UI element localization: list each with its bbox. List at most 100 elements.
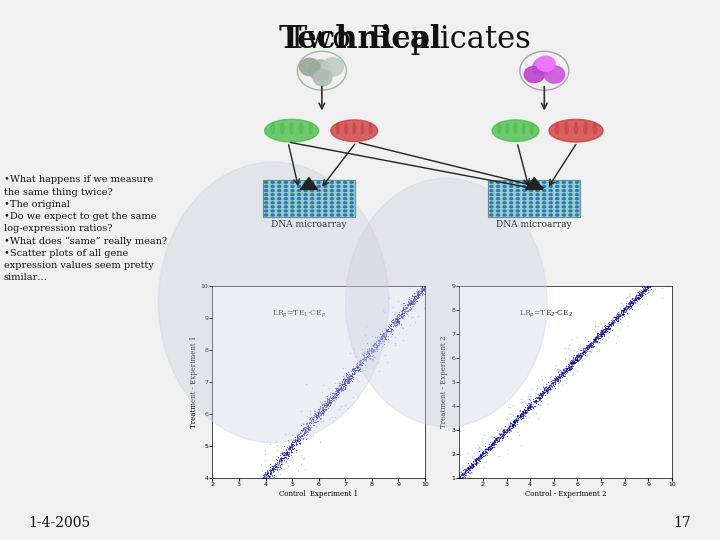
Point [246,476,257,485]
Point [666,258,678,266]
Point [595,332,607,341]
Point [380,327,392,336]
Ellipse shape [542,185,546,187]
Point [279,444,290,453]
Point [389,333,400,342]
Point [523,401,534,409]
Point [634,289,646,298]
Point [223,517,235,526]
Point [600,324,612,333]
Point [513,416,524,424]
Point [235,505,246,514]
Point [470,454,482,462]
Point [557,368,568,377]
Point [236,503,248,512]
Point [352,364,364,373]
Point [608,318,619,327]
Point [314,413,325,421]
Point [647,279,658,287]
Point [226,521,238,529]
Point [564,361,575,370]
Point [522,403,534,412]
Point [603,322,615,330]
Point [642,282,654,291]
Point [251,481,262,489]
Point [519,411,531,420]
Ellipse shape [575,181,579,184]
Point [233,514,244,523]
Point [212,529,224,537]
Point [329,393,341,401]
Point [500,427,511,436]
Point [272,460,284,468]
Point [341,379,353,387]
Point [507,421,518,430]
Point [318,401,330,410]
Point [409,317,420,326]
Ellipse shape [281,123,284,134]
Point [598,327,610,335]
Point [654,275,665,284]
Ellipse shape [569,214,572,216]
Point [492,433,504,441]
Point [417,284,428,292]
Point [579,345,590,354]
Point [321,401,333,409]
Point [492,434,503,443]
Point [360,347,372,356]
Point [520,406,531,415]
Point [260,477,271,485]
Point [624,296,636,305]
Point [393,310,405,319]
Point [390,314,402,323]
Point [511,420,523,428]
Point [316,406,328,415]
Point [344,372,356,380]
Point [339,375,351,384]
Point [346,366,358,375]
Point [617,309,629,318]
Point [648,281,660,289]
Point [323,400,334,408]
Point [320,404,332,413]
Point [651,274,662,282]
Point [567,357,579,366]
Point [642,281,653,289]
Point [287,438,299,447]
Ellipse shape [549,210,552,212]
Ellipse shape [542,194,546,195]
Point [233,505,244,514]
Point [366,343,378,352]
Point [212,531,223,540]
Point [402,301,414,310]
Point [486,440,498,449]
Point [338,383,349,392]
Point [511,428,523,437]
Point [365,343,377,352]
Point [505,419,517,428]
Point [230,509,242,518]
Point [256,467,268,475]
Point [236,500,248,509]
Point [549,374,561,383]
Point [606,319,618,327]
Point [561,366,572,374]
Point [212,529,223,538]
Point [611,314,622,322]
Point [626,296,637,305]
Point [300,420,312,428]
Point [228,510,239,518]
Point [546,379,557,388]
Point [316,401,328,409]
Point [519,409,531,417]
Point [656,266,667,274]
Point [634,291,645,300]
Point [408,292,419,300]
Point [493,435,505,443]
Point [387,303,398,312]
Point [624,299,636,307]
Point [621,301,633,310]
Point [562,366,574,374]
Point [369,339,380,348]
Point [418,280,429,288]
